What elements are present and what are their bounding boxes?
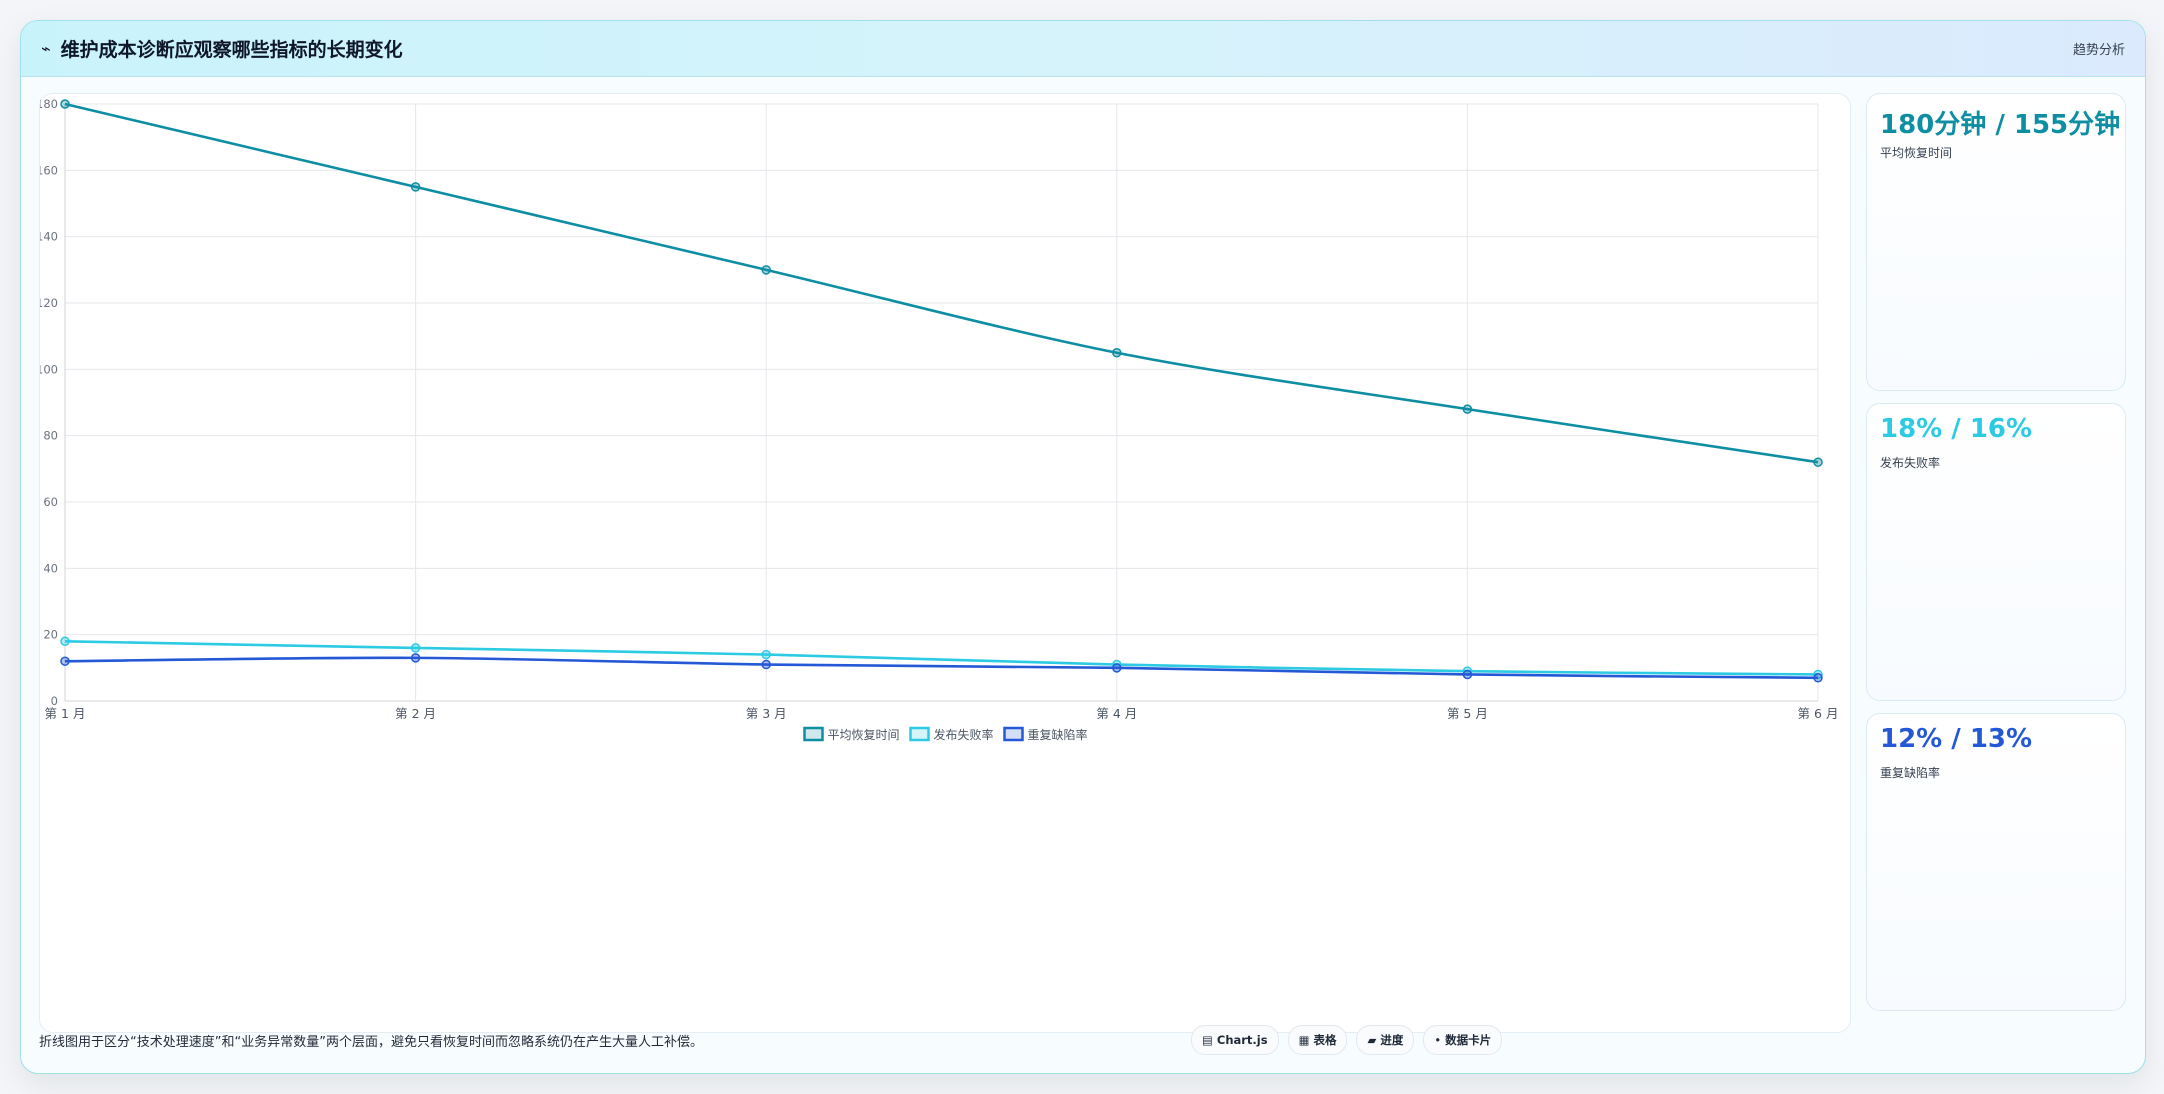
table-icon: ▦ <box>1298 1033 1310 1047</box>
legend-swatch <box>909 726 930 742</box>
y-tick-label: 80 <box>43 429 58 443</box>
trend-line-icon: ⌁ <box>41 39 51 58</box>
data-point <box>761 649 771 660</box>
line-chart: 0 20 40 60 80 100 120 140 160 180 第 1 月 第 2 月 第 3 月 第… <box>40 97 1839 742</box>
data-point <box>410 182 421 192</box>
x-tick-label: 第 5 月 <box>1447 706 1488 721</box>
kpi-value: 180分钟 / 155分钟 <box>1880 110 2121 140</box>
title-group: ⌁ 维护成本诊断应观察哪些指标的长期变化 <box>41 21 403 76</box>
chip-table[interactable]: ▦ 表格 <box>1287 1025 1348 1055</box>
data-point <box>60 99 70 109</box>
data-point <box>1112 663 1122 673</box>
y-tick-label: 40 <box>43 561 58 575</box>
data-point <box>1813 673 1823 683</box>
chip-label: 数据卡片 <box>1445 1033 1492 1047</box>
card-header: ⌁ 维护成本诊断应观察哪些指标的长期变化 趋势分析 <box>21 21 2145 77</box>
y-tick-label: 100 <box>40 362 58 376</box>
x-tick-label: 第 1 月 <box>45 706 86 721</box>
data-point <box>60 656 70 666</box>
y-tick-label: 140 <box>40 230 58 244</box>
y-tick-label: 120 <box>40 296 58 310</box>
kpi-card-repeat-defect: 12% / 13% 重复缺陷率 <box>1866 713 2126 1011</box>
kpi-value: 12% / 13% <box>1880 724 2033 754</box>
legend-label: 发布失败率 <box>934 727 994 742</box>
page-title: 维护成本诊断应观察哪些指标的长期变化 <box>60 39 403 61</box>
kpi-card-recovery-time: 180分钟 / 155分钟 平均恢复时间 <box>1866 93 2126 391</box>
data-point <box>1813 457 1823 467</box>
data-point <box>1462 669 1473 680</box>
progress-icon: ▰ <box>1367 1033 1377 1047</box>
y-tick-label: 160 <box>40 163 58 177</box>
y-tick-label: 0 <box>51 694 58 708</box>
chip-bar: ▤ Chart.js ▦ 表格 ▰ 进度 • 数据卡片 <box>1191 1025 1503 1055</box>
chip-data-cards[interactable]: • 数据卡片 <box>1423 1025 1503 1055</box>
kpi-label: 重复缺陷率 <box>1880 766 1941 780</box>
data-point <box>410 643 421 653</box>
data-point <box>1112 348 1122 358</box>
chip-chartjs[interactable]: ▤ Chart.js <box>1191 1025 1279 1055</box>
y-tick-label: 180 <box>40 97 58 111</box>
chip-label: Chart.js <box>1216 1033 1268 1047</box>
legend-swatch <box>803 726 824 742</box>
kpi-value: 18% / 16% <box>1880 414 2033 444</box>
chart-footnote: 折线图用于区分“技术处理速度”和“业务异常数量”两个层面，避免只看恢复时间而忽略… <box>39 1035 703 1050</box>
x-tick-label: 第 4 月 <box>1096 706 1137 721</box>
series-line-3 <box>64 656 1819 680</box>
data-point <box>761 659 771 670</box>
legend-label: 平均恢复时间 <box>828 728 900 742</box>
data-point <box>761 265 771 275</box>
x-tick-label: 第 6 月 <box>1798 706 1839 721</box>
legend-label: 重复缺陷率 <box>1028 727 1088 742</box>
dashboard-card: ⌁ 维护成本诊断应观察哪些指标的长期变化 趋势分析 0 20 40 60 80 100 12… <box>20 20 2146 1074</box>
y-tick-label: 20 <box>43 628 58 642</box>
data-point <box>60 636 70 647</box>
x-tick-label: 第 3 月 <box>746 706 787 721</box>
kpi-label: 平均恢复时间 <box>1880 146 1953 160</box>
x-tick-label: 第 2 月 <box>395 706 436 721</box>
chart-icon: ▤ <box>1202 1033 1213 1047</box>
chip-progress[interactable]: ▰ 进度 <box>1356 1025 1415 1055</box>
dot-icon: • <box>1434 1033 1442 1047</box>
data-point <box>1462 404 1473 414</box>
y-tick-label: 60 <box>43 495 58 509</box>
kpi-label: 发布失败率 <box>1880 456 1941 470</box>
kpi-card-release-failure: 18% / 16% 发布失败率 <box>1866 403 2126 701</box>
section-tag: 趋势分析 <box>2072 43 2125 58</box>
series-line-1 <box>64 102 1819 464</box>
chart-panel: 0 20 40 60 80 100 120 140 160 180 第 1 月 第 2 月 第 3 月 第… <box>39 93 1851 1033</box>
chip-label: 表格 <box>1313 1033 1337 1047</box>
series-line-2 <box>64 640 1819 676</box>
data-point <box>410 653 421 663</box>
chip-label: 进度 <box>1380 1033 1404 1047</box>
legend-swatch <box>1003 726 1024 742</box>
